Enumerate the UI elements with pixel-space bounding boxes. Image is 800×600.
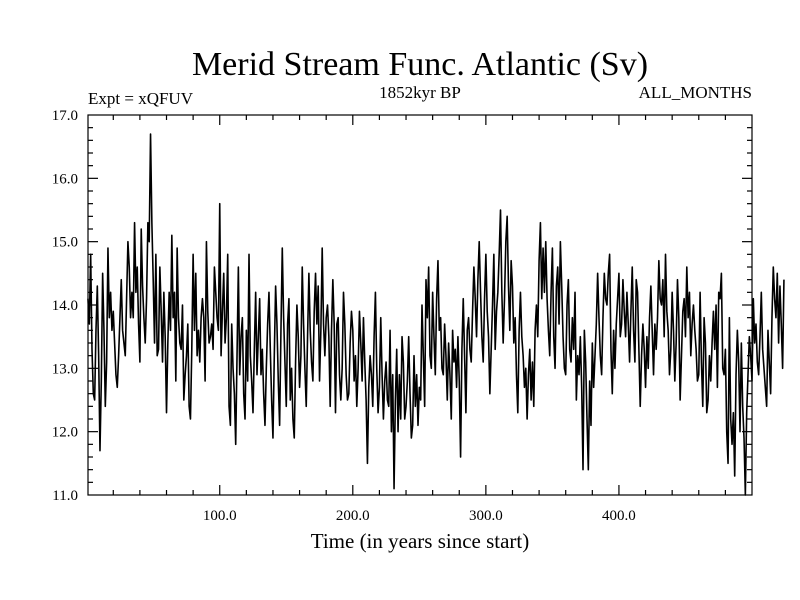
plot-frame bbox=[87, 114, 753, 496]
y-tick-label: 15.0 bbox=[52, 235, 78, 251]
x-tick-label: 400.0 bbox=[602, 508, 636, 524]
data-line bbox=[87, 133, 785, 496]
x-tick-label: 300.0 bbox=[469, 508, 503, 524]
y-tick-label: 13.0 bbox=[52, 361, 78, 377]
x-tick-label: 100.0 bbox=[203, 508, 237, 524]
y-tick-label: 12.0 bbox=[52, 425, 78, 441]
chart-title: Merid Stream Func. Atlantic (Sv) bbox=[192, 46, 648, 83]
x-axis-label: Time (in years since start) bbox=[311, 529, 530, 553]
y-tick-label: 14.0 bbox=[52, 298, 78, 314]
y-tick-label: 17.0 bbox=[52, 108, 78, 124]
period-label: 1852kyr BP bbox=[379, 83, 461, 102]
y-tick-label: 16.0 bbox=[52, 171, 78, 187]
experiment-label: Expt = xQFUV bbox=[88, 89, 194, 108]
months-label: ALL_MONTHS bbox=[639, 83, 752, 102]
y-tick-label: 11.0 bbox=[52, 488, 78, 504]
x-tick-label: 200.0 bbox=[336, 508, 370, 524]
